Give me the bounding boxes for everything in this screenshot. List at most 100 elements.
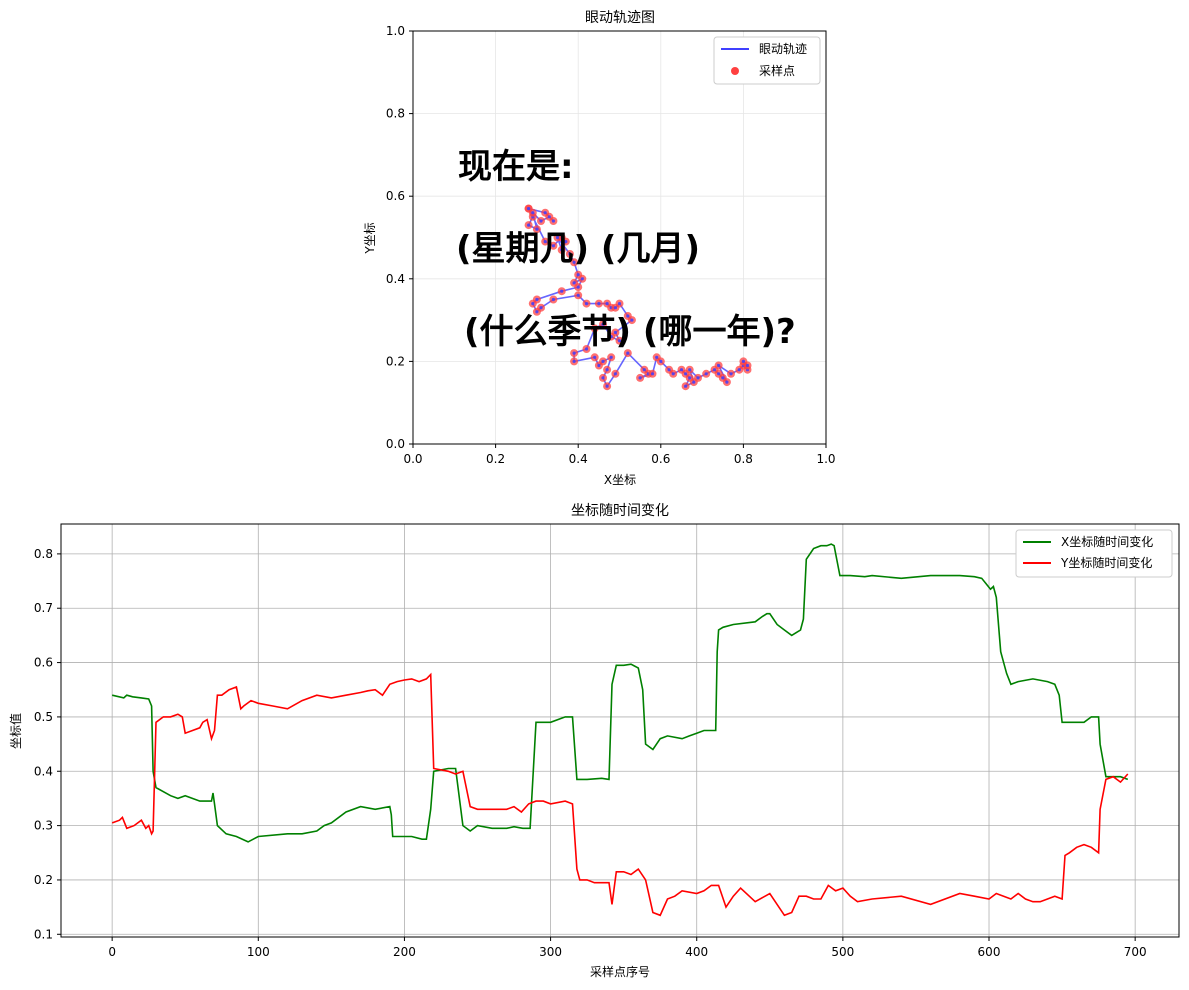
- legend-point-swatch: [731, 67, 739, 75]
- y-tick-label: 0.2: [34, 873, 53, 887]
- sample-point-center: [613, 330, 618, 335]
- sample-point-center: [527, 207, 531, 211]
- sample-point-center: [605, 384, 609, 388]
- trajectory-chart: 眼动轨迹图 现在是: (星期几) (几月) (什么季节) (哪一年)? 0.0 0…: [363, 10, 836, 487]
- y-tick-label: 0.5: [34, 710, 53, 724]
- x-coordinate-line: [112, 543, 1129, 843]
- y-tick-label: 1.0: [386, 24, 405, 38]
- x-tick-label: 200: [393, 945, 416, 959]
- sample-point-center: [725, 380, 729, 384]
- sample-point-center: [613, 306, 618, 310]
- sample-point-center: [684, 372, 688, 376]
- y-tick-label: 0.2: [386, 354, 405, 368]
- sample-point-center: [551, 244, 556, 248]
- sample-point-center: [584, 347, 589, 351]
- sample-point-center: [535, 310, 539, 314]
- sample-point-center: [605, 368, 609, 372]
- trajectory-chart-title: 眼动轨迹图: [585, 10, 655, 26]
- y-tick-label: 0.0: [386, 437, 405, 451]
- y-tick-label: 0.3: [34, 819, 53, 833]
- sample-point-center: [535, 227, 539, 231]
- trajectory-ylabel: Y坐标: [363, 222, 377, 254]
- sample-point-center: [584, 302, 589, 306]
- sample-point-center: [679, 368, 684, 372]
- sample-point-center: [659, 359, 663, 363]
- legend-samples-label: 采样点: [759, 63, 795, 78]
- sample-point-center: [551, 297, 556, 302]
- sample-point-center: [555, 235, 560, 240]
- x-tick-label: 700: [1124, 945, 1147, 959]
- sample-point-center: [560, 289, 564, 293]
- sample-point-center: [576, 273, 580, 277]
- sample-point-center: [638, 376, 642, 380]
- y-tick-label: 0.7: [34, 601, 53, 615]
- sample-point-center: [580, 277, 584, 281]
- sample-point-center: [688, 376, 692, 380]
- trajectory-xlabel: X坐标: [604, 473, 636, 487]
- annotation-line-3: (什么季节) (哪一年)?: [464, 312, 796, 352]
- sample-point-center: [543, 240, 547, 244]
- y-tick-label: 0.6: [34, 656, 53, 670]
- legend-trajectory-label: 眼动轨迹: [759, 42, 807, 56]
- sample-point-center: [684, 384, 688, 388]
- sample-point-center: [729, 372, 733, 376]
- timeseries-axes-ticks: 0 100 200 300 400 500 600 700 0.1 0.2 0.3 0.4 0.5 0.6…: [34, 547, 1147, 959]
- sample-point-center: [576, 285, 580, 289]
- sample-point-center: [692, 380, 696, 384]
- sample-point-center: [527, 223, 531, 227]
- y-tick-label: 0.1: [34, 927, 53, 941]
- sample-points: [524, 204, 752, 391]
- sample-point-center: [605, 302, 609, 306]
- trajectory-axes-ticks: 0.0 0.2 0.4 0.6 0.8 1.0 0.0 0.2 0.4 0.6 0.8 1.0: [386, 24, 836, 466]
- x-tick-label: 500: [831, 945, 854, 959]
- sample-point-center: [667, 368, 671, 372]
- x-tick-label: 0.8: [734, 452, 753, 466]
- sample-point-center: [601, 376, 605, 380]
- sample-point-center: [626, 351, 630, 355]
- x-tick-label: 1.0: [816, 452, 835, 466]
- sample-point-center: [609, 335, 613, 339]
- sample-point-center: [745, 363, 750, 368]
- x-tick-label: 0.2: [486, 452, 505, 466]
- annotation-line-1: 现在是:: [458, 147, 574, 187]
- y-tick-label: 0.8: [386, 107, 405, 121]
- sample-point-center: [688, 368, 692, 372]
- timeseries-series: [111, 543, 1129, 917]
- timeseries-plot-frame: [60, 523, 1180, 938]
- sample-point-center: [737, 368, 741, 372]
- sample-point-center: [560, 248, 564, 252]
- timeseries-grid: [61, 524, 1179, 937]
- timeseries-chart: 坐标随时间变化 0 100 200 300 400 500 600 7000.10.20.30…: [8, 503, 1180, 979]
- sample-point-center: [650, 372, 655, 376]
- x-tick-label: 0: [108, 945, 116, 959]
- sample-point-center: [671, 372, 675, 376]
- x-tick-label: 300: [539, 945, 562, 959]
- y-tick-label: 0.8: [34, 547, 53, 561]
- sample-point-center: [630, 318, 634, 322]
- sample-point-center: [593, 326, 597, 330]
- timeseries-legend: X坐标随时间变化 Y坐标随时间变化: [1015, 529, 1173, 578]
- trajectory-plot-frame: [412, 30, 827, 445]
- sample-point-center: [617, 339, 622, 343]
- x-tick-label: 600: [978, 945, 1001, 959]
- legend-y-label: Y坐标随时间变化: [1060, 555, 1152, 570]
- sample-point-center: [609, 355, 613, 359]
- sample-point-center: [572, 351, 576, 355]
- sample-point-center: [531, 302, 535, 306]
- sample-point-center: [535, 297, 539, 302]
- timeseries-legend-box: [1015, 529, 1173, 578]
- x-tick-label: 0.0: [403, 452, 422, 466]
- timeseries-ylabel: 坐标值: [8, 713, 23, 749]
- trajectory-legend: 眼动轨迹 采样点: [713, 36, 821, 85]
- annotation-line-2: (星期几) (几月): [456, 229, 700, 269]
- sample-point-center: [601, 322, 605, 326]
- sample-point-center: [601, 359, 605, 363]
- y-tick-label: 0.4: [34, 764, 53, 778]
- sample-point-center: [626, 314, 630, 318]
- sample-point-center: [568, 252, 572, 256]
- sample-point-center: [717, 372, 721, 376]
- sample-point-center: [564, 240, 568, 244]
- timeseries-xlabel: 采样点序号: [590, 964, 650, 979]
- sample-point-center: [593, 355, 597, 359]
